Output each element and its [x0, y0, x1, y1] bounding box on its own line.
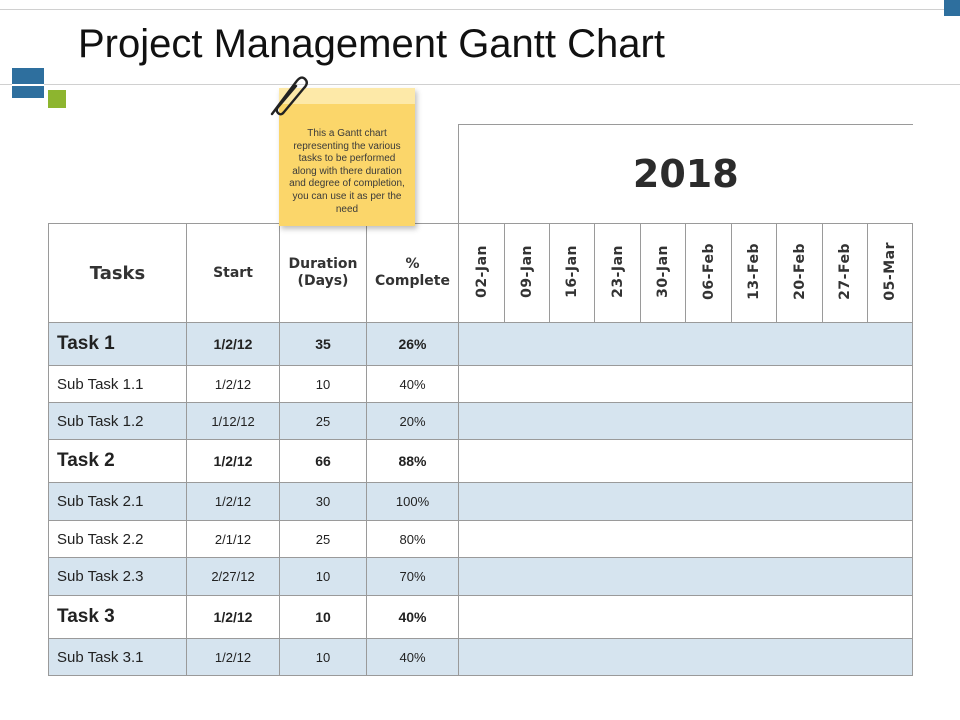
date-label: 13-Feb	[746, 242, 762, 300]
logo-blue-square	[12, 68, 44, 98]
task-start: 2/1/12	[186, 520, 280, 558]
header-row: Tasks Start Duration (Days) % Complete 0…	[48, 223, 914, 323]
task-name: Task 2	[48, 439, 187, 483]
year-row: 2018	[49, 124, 913, 224]
task-complete: 80%	[366, 520, 459, 558]
start-header: Start	[186, 223, 280, 323]
complete-header: % Complete	[366, 223, 459, 323]
task-name: Sub Task 3.1	[48, 638, 187, 676]
logo-green-square	[48, 90, 66, 108]
task-timeline	[457, 557, 914, 596]
page-title: Project Management Gantt Chart	[78, 22, 665, 66]
task-row: Task 3 1/2/12 10 40%	[48, 595, 914, 639]
date-label: 06-Feb	[700, 242, 717, 300]
year-header: 2018	[457, 124, 913, 224]
task-name: Sub Task 2.1	[48, 482, 187, 521]
task-timeline	[457, 439, 914, 483]
task-complete: 70%	[366, 557, 459, 596]
task-name: Sub Task 2.3	[48, 557, 187, 596]
task-duration: 10	[279, 557, 367, 596]
sticky-note: This a Gantt chart representing the vari…	[279, 88, 415, 226]
task-complete: 40%	[366, 638, 459, 676]
sticky-note-band	[279, 88, 415, 104]
date-label: 23-Jan	[609, 244, 626, 298]
task-duration: 66	[279, 439, 367, 483]
subtask-row: Sub Task 2.1 1/2/12 30 100%	[48, 482, 914, 521]
task-start: 1/2/12	[186, 595, 280, 639]
task-start: 2/27/12	[186, 557, 280, 596]
task-name: Sub Task 1.1	[48, 365, 187, 403]
date-header: 02-Jan	[458, 223, 505, 323]
date-label: 16-Jan	[564, 244, 580, 298]
subtask-row: Sub Task 2.3 2/27/12 10 70%	[48, 557, 914, 596]
task-duration: 25	[279, 402, 367, 440]
task-timeline	[457, 638, 914, 676]
sticky-note-text: This a Gantt chart representing the vari…	[289, 128, 405, 215]
task-start: 1/2/12	[186, 322, 280, 366]
task-duration: 10	[279, 595, 367, 639]
task-row: Task 2 1/2/12 66 88%	[48, 439, 914, 483]
task-name: Task 3	[48, 595, 187, 639]
date-label: 27-Feb	[837, 242, 853, 300]
date-header: 05-Mar	[866, 223, 914, 323]
tasks-header: Tasks	[48, 223, 187, 323]
date-header: 20-Feb	[776, 223, 823, 323]
task-start: 1/2/12	[186, 638, 280, 676]
task-duration: 10	[279, 638, 367, 676]
title-rule	[0, 84, 960, 85]
task-complete: 88%	[366, 439, 459, 483]
date-header: 09-Jan	[504, 223, 550, 323]
top-rule	[0, 9, 944, 10]
date-label: 20-Feb	[791, 242, 808, 300]
task-duration: 35	[279, 322, 367, 366]
task-timeline	[457, 595, 914, 639]
date-header: 06-Feb	[685, 223, 732, 323]
date-label: 02-Jan	[473, 244, 490, 298]
date-header: 13-Feb	[731, 223, 777, 323]
subtask-row: Sub Task 3.1 1/2/12 10 40%	[48, 638, 914, 676]
task-duration: 10	[279, 365, 367, 403]
date-label: 30-Jan	[655, 244, 671, 298]
task-timeline	[457, 365, 914, 403]
logo-divider	[12, 84, 44, 86]
task-timeline	[457, 402, 914, 440]
duration-header: Duration (Days)	[279, 223, 367, 323]
task-timeline	[457, 520, 914, 558]
task-duration: 30	[279, 482, 367, 521]
date-header: 16-Jan	[549, 223, 595, 323]
gantt-table: 2018 Tasks Start Duration (Days) % Compl…	[48, 124, 914, 676]
paperclip-icon-graphic	[270, 76, 308, 116]
task-complete: 40%	[366, 595, 459, 639]
corner-accent-square	[944, 0, 960, 16]
subtask-row: Sub Task 1.1 1/2/12 10 40%	[48, 365, 914, 403]
task-name: Sub Task 1.2	[48, 402, 187, 440]
task-timeline	[457, 322, 914, 366]
date-label: 09-Jan	[519, 244, 535, 298]
task-name: Sub Task 2.2	[48, 520, 187, 558]
task-duration: 25	[279, 520, 367, 558]
date-header: 30-Jan	[640, 223, 686, 323]
task-start: 1/2/12	[186, 482, 280, 521]
task-start: 1/2/12	[186, 439, 280, 483]
task-complete: 26%	[366, 322, 459, 366]
task-timeline	[457, 482, 914, 521]
date-header: 23-Jan	[594, 223, 641, 323]
subtask-row: Sub Task 1.2 1/12/12 25 20%	[48, 402, 914, 440]
task-start: 1/2/12	[186, 365, 280, 403]
task-row: Task 1 1/2/12 35 26%	[48, 322, 914, 366]
task-complete: 40%	[366, 365, 459, 403]
date-label: 05-Mar	[882, 241, 898, 301]
subtask-row: Sub Task 2.2 2/1/12 25 80%	[48, 520, 914, 558]
task-complete: 20%	[366, 402, 459, 440]
task-complete: 100%	[366, 482, 459, 521]
task-start: 1/12/12	[186, 402, 280, 440]
date-header: 27-Feb	[822, 223, 868, 323]
paperclip-icon	[262, 70, 310, 118]
task-name: Task 1	[48, 322, 187, 366]
